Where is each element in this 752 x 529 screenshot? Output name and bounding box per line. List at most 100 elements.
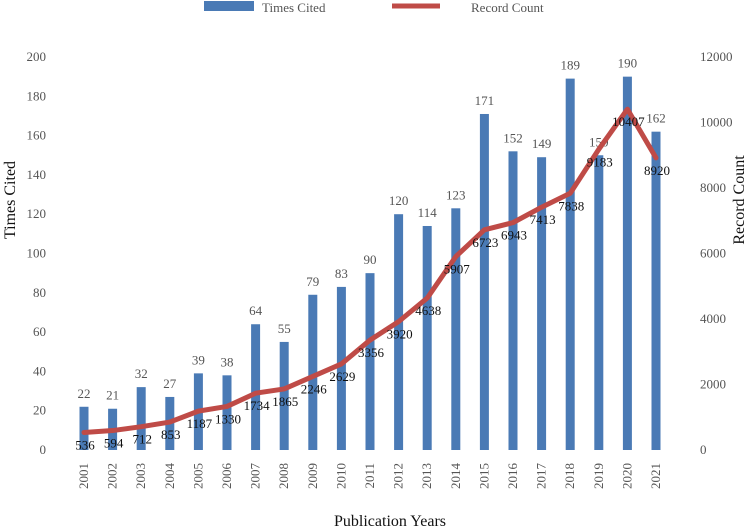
line-label-2002: 594 [104, 436, 124, 451]
y-axis-right-title: Record Count [731, 155, 748, 245]
y-left-tick-label: 140 [27, 167, 47, 182]
bar-2006 [222, 375, 232, 450]
x-tick-label-2007: 2007 [248, 463, 263, 490]
bar-2001 [79, 406, 89, 450]
y-right-tick-label: 4000 [700, 311, 726, 326]
line-label-2008: 1865 [272, 394, 298, 409]
y-left-tick-label: 80 [33, 285, 46, 300]
bar-2008 [279, 341, 289, 450]
x-tick-label-2005: 2005 [190, 463, 205, 489]
bar-label-2006: 38 [221, 354, 234, 369]
y-left-tick-label: 0 [40, 442, 47, 457]
y-left-tick-label: 160 [27, 128, 47, 143]
y-left-tick-label: 120 [27, 206, 47, 221]
line-label-2021: 8920 [644, 163, 670, 178]
bar-label-2002: 21 [106, 388, 119, 403]
bar-2016 [508, 151, 518, 450]
y-left-tick-label: 200 [27, 49, 47, 64]
bar-label-2013: 114 [418, 205, 438, 220]
bar-2019 [594, 155, 604, 450]
legend-label-record-count: Record Count [471, 0, 544, 15]
bar-label-2011: 90 [364, 252, 377, 267]
line-label-2011: 3356 [358, 345, 385, 360]
line-label-2014: 5907 [444, 262, 471, 277]
line-label-2016: 6943 [501, 228, 527, 243]
x-tick-label-2018: 2018 [562, 463, 577, 489]
x-axis-title: Publication Years [334, 513, 446, 529]
bar-label-2009: 79 [306, 274, 319, 289]
bar-label-2012: 120 [389, 193, 409, 208]
y-left-tick-label: 40 [33, 363, 46, 378]
bar-label-2014: 123 [446, 187, 466, 202]
bar-label-2007: 64 [249, 303, 263, 318]
bar-label-2001: 22 [78, 386, 91, 401]
bar-2021 [651, 131, 661, 451]
bar-2018 [565, 78, 575, 451]
x-axis-ticks: 2001 2002 2003 2004 2005 2006 2007 2008 2009 2010… [76, 463, 663, 490]
bar-label-2020: 190 [618, 56, 638, 71]
legend-swatch-times-cited [204, 1, 254, 11]
line-label-2003: 712 [132, 432, 152, 447]
y-left-tick-label: 100 [27, 246, 47, 261]
y-left-tick-label: 20 [33, 403, 46, 418]
bar-label-2021: 162 [646, 111, 666, 126]
bar-2011 [365, 273, 375, 450]
line-label-2006: 1330 [215, 411, 241, 426]
x-tick-label-2011: 2011 [362, 463, 377, 489]
line-label-2015: 6723 [472, 235, 498, 250]
x-tick-label-2013: 2013 [419, 463, 434, 489]
line-label-2004: 853 [161, 427, 181, 442]
x-tick-label-2008: 2008 [276, 463, 291, 489]
y-right-tick-label: 10000 [700, 115, 733, 130]
line-label-2019: 9183 [587, 154, 613, 169]
bar-2009 [308, 294, 318, 450]
y-axis-right-ticks: 0 2000 4000 6000 8000 10000 12000 [700, 49, 733, 457]
bar-labels: 22 21 32 27 39 38 64 55 79 83 90 120 114 123 171 152 149… [78, 56, 666, 403]
line-label-2001: 536 [75, 437, 95, 452]
bar-2003 [136, 387, 146, 450]
bar-2007 [251, 324, 261, 450]
x-tick-label-2019: 2019 [591, 463, 606, 489]
bar-2020 [622, 76, 632, 451]
x-tick-label-2012: 2012 [391, 463, 406, 489]
line-label-2018: 7838 [558, 198, 584, 213]
x-tick-label-2021: 2021 [648, 463, 663, 489]
line-label-2005: 1187 [187, 416, 213, 431]
y-right-tick-label: 6000 [700, 246, 726, 261]
y-right-tick-label: 8000 [700, 180, 726, 195]
x-tick-label-2001: 2001 [76, 463, 91, 489]
y-axis-left-ticks: 0 20 40 60 80 100 120 140 160 180 200 [27, 49, 47, 457]
line-label-2017: 7413 [530, 212, 556, 227]
bar-label-2004: 27 [163, 376, 177, 391]
line-label-2013: 4638 [415, 303, 441, 318]
legend-label-times-cited: Times Cited [262, 0, 326, 15]
x-tick-label-2010: 2010 [333, 463, 348, 489]
x-tick-label-2017: 2017 [534, 463, 549, 490]
x-tick-label-2009: 2009 [305, 463, 320, 489]
x-tick-label-2004: 2004 [162, 463, 177, 490]
bar-label-2015: 171 [475, 93, 495, 108]
x-tick-label-2002: 2002 [105, 463, 120, 489]
x-tick-label-2020: 2020 [619, 463, 634, 489]
line-label-2020: 10407 [612, 114, 645, 129]
bar-label-2005: 39 [192, 352, 205, 367]
x-tick-label-2006: 2006 [219, 463, 234, 490]
bar-2012 [394, 214, 404, 450]
y-right-tick-label: 2000 [700, 377, 726, 392]
y-left-tick-label: 180 [27, 88, 47, 103]
bar-label-2016: 152 [503, 130, 523, 145]
bar-label-2017: 149 [532, 136, 552, 151]
x-tick-label-2003: 2003 [133, 463, 148, 489]
bar-2010 [336, 286, 346, 450]
line-label-2012: 3920 [387, 327, 413, 342]
bar-label-2003: 32 [135, 366, 148, 381]
bar-label-2018: 189 [560, 58, 580, 73]
y-right-tick-label: 0 [700, 442, 707, 457]
y-right-tick-label: 12000 [700, 49, 733, 64]
line-label-2009: 2246 [301, 381, 328, 396]
y-axis-left-title: Times Cited [2, 161, 19, 239]
line-label-2010: 2629 [329, 369, 355, 384]
bar-label-2008: 55 [278, 321, 291, 336]
